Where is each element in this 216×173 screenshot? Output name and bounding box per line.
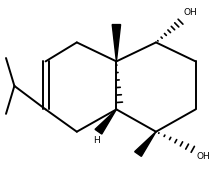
Text: OH: OH	[184, 8, 197, 17]
Polygon shape	[135, 132, 156, 156]
Polygon shape	[95, 109, 116, 134]
Text: H: H	[93, 136, 99, 145]
Text: OH: OH	[197, 152, 211, 161]
Polygon shape	[112, 25, 121, 61]
